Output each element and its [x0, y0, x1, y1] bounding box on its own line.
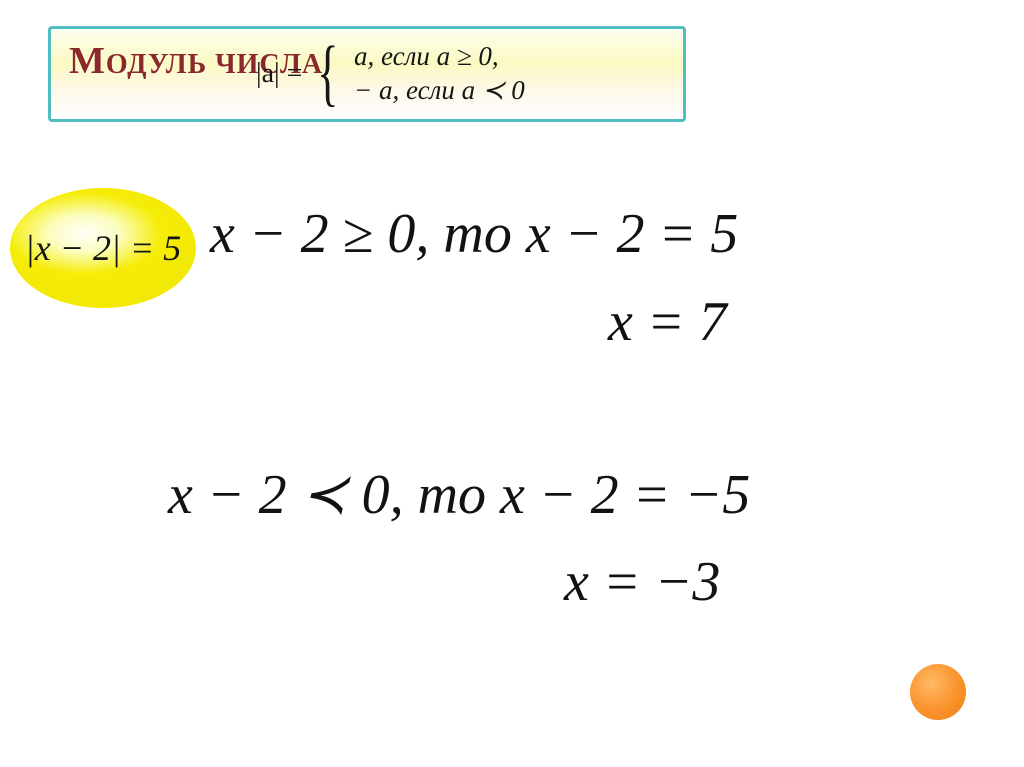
def-lhs: |a| = — [256, 58, 302, 90]
example-equation: |x − 2| = 5 — [25, 227, 181, 269]
title-first-char: М — [69, 40, 106, 82]
absolute-value-definition: |a| = { a, если a ≥ 0, − a, если a ≺ 0 — [256, 40, 525, 108]
brace-icon: { — [318, 44, 339, 103]
decorative-dot-icon — [910, 664, 966, 720]
example-highlight-oval: |x − 2| = 5 — [10, 188, 196, 308]
def-case-1: a, если a ≥ 0, — [354, 40, 525, 74]
def-cases: a, если a ≥ 0, − a, если a ≺ 0 — [354, 40, 525, 108]
case2-condition: x − 2 ≺ 0, то x − 2 = −5 — [168, 462, 750, 527]
case1-condition: x − 2 ≥ 0, то x − 2 = 5 — [210, 202, 738, 266]
def-case-2: − a, если a ≺ 0 — [354, 74, 525, 108]
case1-result: x = 7 — [608, 290, 727, 354]
case2-result: x = −3 — [564, 550, 720, 614]
